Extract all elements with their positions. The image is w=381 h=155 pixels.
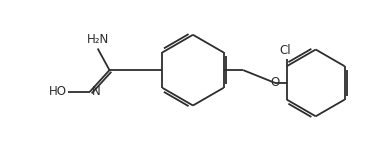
Text: HO: HO <box>49 85 67 98</box>
Text: O: O <box>271 76 280 89</box>
Text: H₂N: H₂N <box>86 33 109 46</box>
Text: N: N <box>92 85 101 98</box>
Text: Cl: Cl <box>279 44 291 57</box>
